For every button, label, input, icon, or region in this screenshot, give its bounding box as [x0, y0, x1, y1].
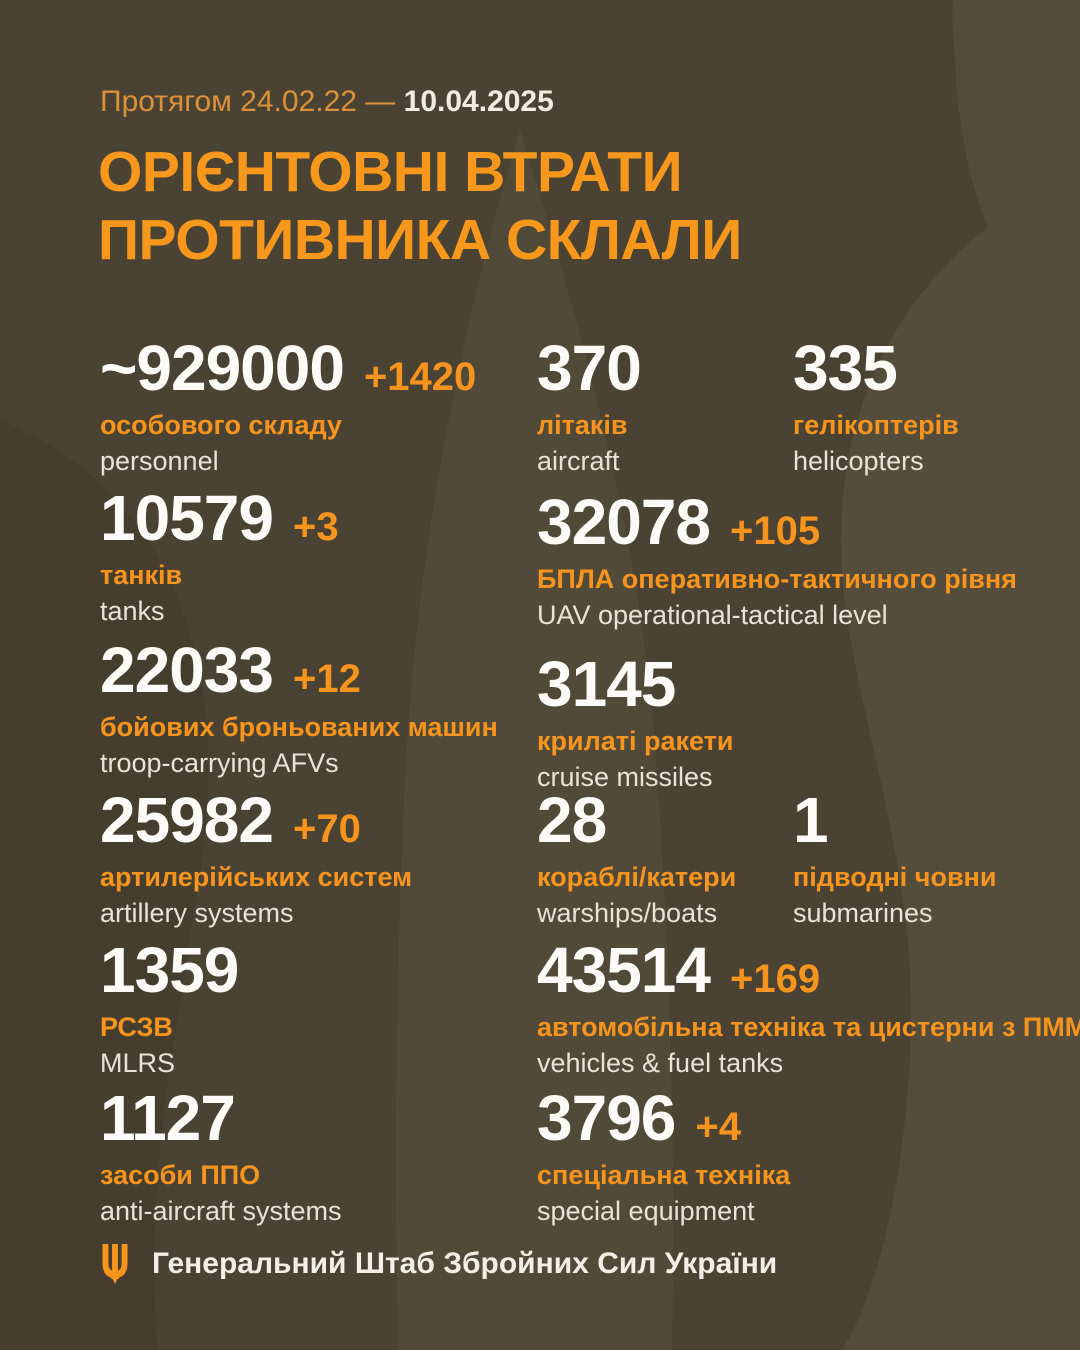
stat-uav: 32078 +105 БПЛА оперативно-тактичного рі…: [537, 490, 1017, 633]
stat-label-en: submarines: [793, 897, 933, 928]
stat-aircraft: 370 літаків aircraft: [537, 332, 642, 479]
stat-submarines: 1 підводні човни submarines: [793, 788, 996, 931]
stat-tanks: 10579 +3 танків tanks: [100, 486, 339, 629]
stat-label-ua: особового складу: [100, 410, 342, 440]
stat-value: 1127: [100, 1082, 236, 1154]
stat-label-ua: автомобільна техніка та цистерни з ПММ: [537, 1012, 1080, 1042]
stat-value: 1359: [100, 934, 239, 1006]
stat-anti-aircraft: 1127 засоби ППО anti-aircraft systems: [100, 1086, 342, 1229]
stat-cruise-missiles: 3145 крилаті ракети cruise missiles: [537, 652, 734, 795]
stat-value: 25982: [100, 784, 274, 856]
stat-value: 335: [793, 332, 898, 404]
stat-label-ua: кораблі/катери: [537, 862, 737, 892]
stat-artillery: 25982 +70 артилерійських систем artiller…: [100, 788, 412, 931]
stat-vehicles: 43514 +169 автомобільна техніка та цисте…: [537, 938, 1080, 1081]
stat-label-ua: БПЛА оперативно-тактичного рівня: [537, 564, 1017, 594]
stat-value: 22033: [100, 634, 274, 706]
stat-label-en: UAV operational-tactical level: [537, 599, 888, 630]
stat-delta: +70: [292, 807, 361, 851]
stat-label-ua: крилаті ракети: [537, 726, 734, 756]
stat-label-en: tanks: [100, 595, 165, 626]
report-date: 10.04.2025: [403, 85, 554, 118]
stat-helicopters: 335 гелікоптерів helicopters: [793, 336, 959, 479]
title-line-2: ПРОТИВНИКА СКЛАЛИ: [98, 208, 742, 273]
stat-label-en: artillery systems: [100, 897, 294, 928]
stat-label-en: anti-aircraft systems: [100, 1195, 342, 1226]
footer: Генеральний Штаб Збройних Сил України: [100, 1242, 777, 1286]
stat-value: 43514: [537, 934, 711, 1006]
stat-value: ~929000: [100, 332, 345, 404]
stat-value: 3796: [537, 1082, 676, 1154]
stat-label-en: warships/boats: [537, 897, 718, 928]
stat-warships: 28 кораблі/катери warships/boats: [537, 788, 736, 931]
stat-label-ua: гелікоптерів: [793, 410, 959, 440]
stat-afv: 22033 +12 бойових броньованих машин troo…: [100, 638, 498, 781]
footer-org-name: Генеральний Штаб Збройних Сил України: [152, 1247, 778, 1280]
period-prefix: Протягом 24.02.22 —: [100, 85, 396, 118]
stat-value: 10579: [100, 482, 274, 554]
stat-label-en: aircraft: [537, 445, 620, 476]
stat-delta: +3: [292, 505, 339, 549]
stat-label-en: cruise missiles: [537, 761, 713, 792]
stat-label-en: MLRS: [100, 1047, 176, 1078]
report-period: Протягом 24.02.22 — 10.04.2025: [100, 84, 554, 120]
stat-value: 370: [537, 332, 642, 404]
stat-label-ua: засоби ППО: [100, 1160, 261, 1190]
stat-label-en: personnel: [100, 445, 219, 476]
stat-special-equipment: 3796 +4 спеціальна техніка special equip…: [537, 1086, 790, 1229]
stat-value: 1: [793, 784, 829, 856]
stat-label-ua: бойових броньованих машин: [100, 712, 498, 742]
stat-delta: +1420: [363, 355, 477, 399]
stat-value: 28: [537, 784, 607, 856]
stat-delta: +4: [695, 1105, 741, 1149]
stat-label-ua: підводні човни: [793, 862, 997, 892]
stat-label-en: troop-carrying AFVs: [100, 747, 339, 778]
stat-label-ua: артилерійських систем: [100, 862, 413, 892]
stat-label-ua: спеціальна техніка: [537, 1160, 791, 1190]
stat-label-ua: РСЗВ: [100, 1012, 173, 1042]
stat-delta: +12: [292, 657, 361, 701]
page-title: ОРІЄНТОВНІ ВТРАТИ ПРОТИВНИКА СКЛАЛИ: [98, 138, 742, 275]
stat-delta: +169: [729, 957, 821, 1001]
stat-delta: +105: [729, 509, 821, 553]
trident-icon: [102, 1244, 128, 1284]
stat-label-en: helicopters: [793, 445, 924, 476]
stat-label-en: vehicles & fuel tanks: [537, 1047, 784, 1078]
stat-mlrs: 1359 РСЗВ MLRS: [100, 934, 239, 1081]
stat-value: 3145: [537, 648, 676, 720]
stat-personnel: ~929000 +1420 особового складу personnel: [100, 336, 476, 479]
stat-value: 32078: [537, 486, 711, 558]
stat-label-ua: танків: [100, 560, 183, 590]
stat-label-en: special equipment: [537, 1195, 755, 1226]
title-line-1: ОРІЄНТОВНІ ВТРАТИ: [98, 140, 683, 204]
stat-label-ua: літаків: [537, 410, 628, 440]
